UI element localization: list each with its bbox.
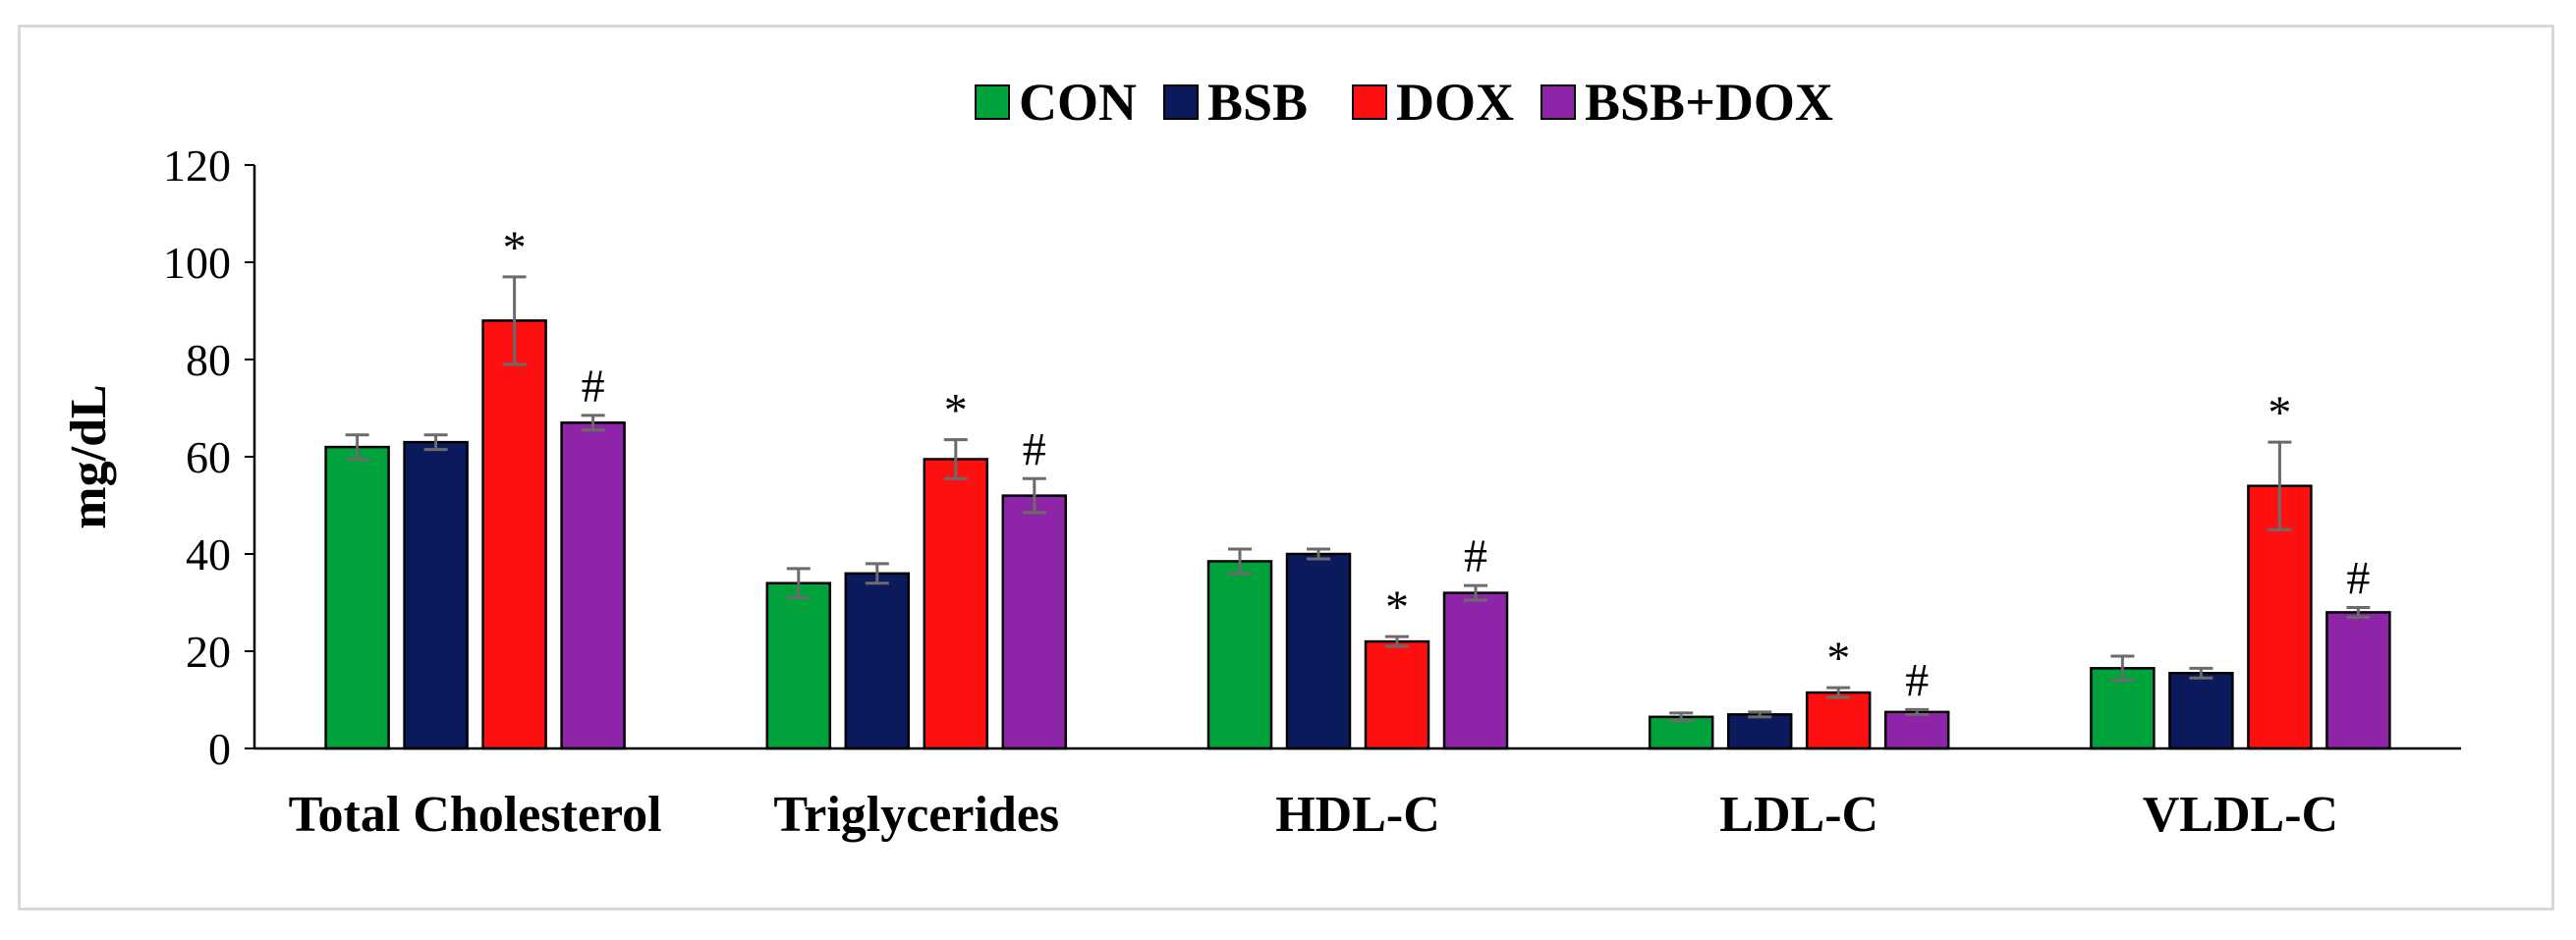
legend-swatch	[1163, 84, 1199, 120]
legend-label: CON	[1019, 73, 1137, 132]
significance-marker: *	[2268, 387, 2291, 439]
bar-dox	[923, 458, 989, 750]
x-axis: Total Cholesterol Triglycerides HDL-C LDL-C…	[254, 746, 2461, 843]
y-tick-label: 0	[208, 724, 231, 774]
legend-swatch	[975, 84, 1010, 120]
bar-bsb	[403, 440, 469, 750]
significance-marker: *	[503, 222, 527, 274]
y-tick-label: 20	[186, 627, 231, 677]
significance-marker: #	[1023, 423, 1046, 475]
bar-con	[765, 581, 832, 750]
y-tick-label: 80	[186, 335, 231, 385]
significance-marker: #	[2346, 552, 2370, 604]
bar-bsb-plus-dox	[1883, 710, 1950, 750]
bar-bsb-plus-dox	[560, 421, 626, 750]
chart: CON BSB DOX BSB+DOX 0 20 40 60 80 100 120 mg/dL * #…	[61, 73, 2461, 843]
legend: CON BSB DOX BSB+DOX	[975, 73, 1833, 132]
bar-bsb-plus-dox	[1001, 494, 1068, 750]
bar-dox	[1364, 639, 1430, 750]
bar-bsb	[1285, 552, 1352, 750]
significance-marker: *	[1385, 581, 1409, 634]
significance-marker: *	[944, 385, 968, 437]
legend-label: DOX	[1396, 73, 1514, 132]
legend-label: BSB+DOX	[1585, 73, 1833, 132]
y-tick-label: 100	[163, 238, 231, 288]
y-axis: 0 20 40 60 80 100 120 mg/dL	[61, 140, 256, 774]
y-axis-label: mg/dL	[61, 384, 117, 528]
bar-con	[1206, 560, 1273, 750]
legend-swatch	[1540, 84, 1576, 120]
y-tick-label: 120	[163, 140, 231, 191]
significance-marker: #	[582, 360, 605, 413]
x-tick-label: LDL-C	[1719, 787, 1878, 843]
bar-bsb	[1726, 713, 1793, 750]
bar-bsb	[2168, 672, 2234, 750]
bar-con	[324, 445, 390, 750]
x-tick-label: VLDL-C	[2143, 787, 2338, 843]
bar-dox	[481, 319, 547, 750]
significance-marker: #	[1464, 530, 1487, 582]
bar-bsb	[844, 572, 911, 750]
significance-marker: *	[1826, 633, 1850, 685]
legend-label: BSB	[1207, 73, 1308, 132]
significance-marker: #	[1905, 654, 1929, 706]
legend-swatch	[1352, 84, 1387, 120]
x-tick-label: Triglycerides	[773, 787, 1059, 843]
chart-frame: CON BSB DOX BSB+DOX 0 20 40 60 80 100 120 mg/dL * #…	[18, 25, 2554, 911]
x-tick-label: Total Cholesterol	[289, 787, 662, 843]
bars: * # * # * # * # * #	[324, 222, 2391, 750]
bar-bsb-plus-dox	[2325, 611, 2391, 750]
y-tick-label: 60	[186, 432, 231, 482]
x-tick-label: HDL-C	[1275, 787, 1440, 843]
bar-bsb-plus-dox	[1442, 591, 1509, 750]
bar-dox	[1805, 691, 1872, 750]
y-tick-label: 40	[186, 529, 231, 580]
